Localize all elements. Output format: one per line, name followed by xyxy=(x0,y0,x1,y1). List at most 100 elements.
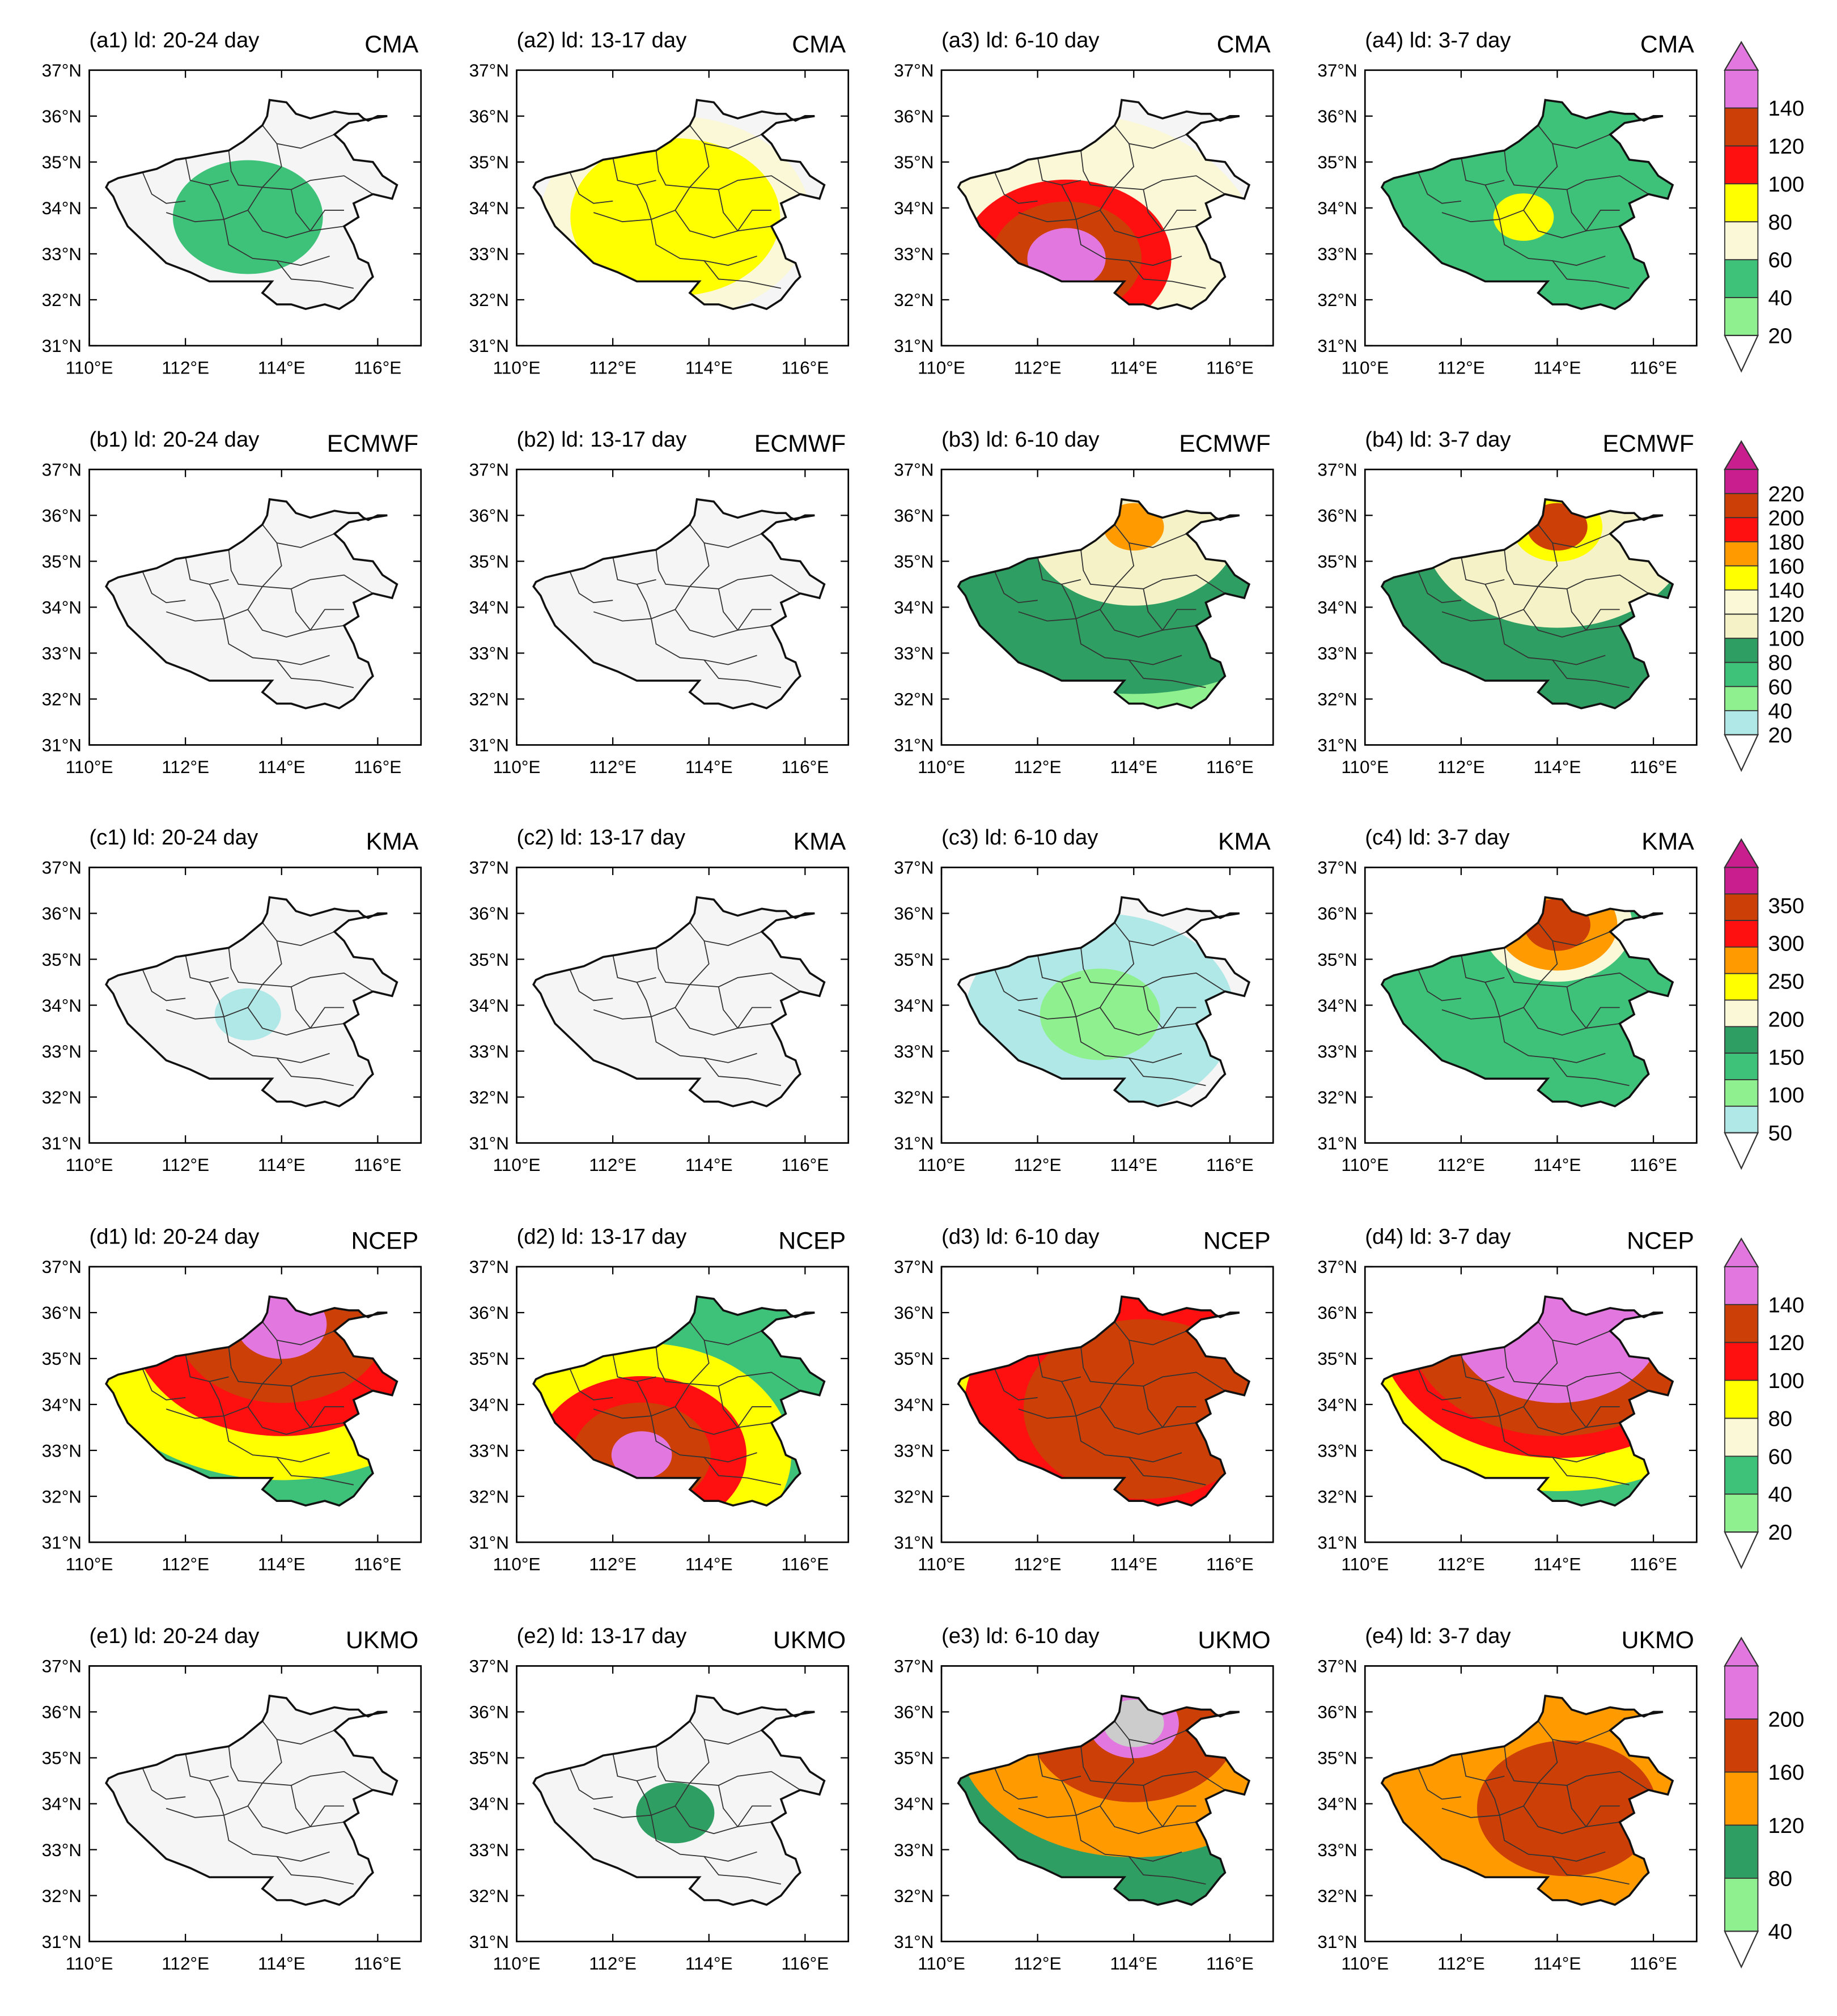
prefecture-boundary xyxy=(276,1457,354,1486)
lat-label: 33°N xyxy=(1317,1840,1357,1860)
prefecture-boundary xyxy=(1537,524,1611,548)
prefecture-boundary xyxy=(1461,954,1505,983)
lon-label: 114°E xyxy=(685,1554,733,1574)
lat-label: 34°N xyxy=(469,198,509,218)
prefecture-boundary xyxy=(737,1406,771,1428)
prefecture-boundary xyxy=(1523,1007,1620,1036)
model-label: CMA xyxy=(792,31,846,58)
map-panel: (d1) ld: 20-24 day NCEP 37°N 36°N 35°N 34°N 33… xyxy=(42,1224,422,1574)
prefecture-boundary xyxy=(737,609,771,631)
map-panel: (d2) ld: 13-17 day NCEP 37°N 36°N 35°N 34°N 33… xyxy=(469,1224,850,1574)
model-label: UKMO xyxy=(773,1627,846,1654)
lon-label: 112°E xyxy=(1014,757,1062,777)
prefecture-boundary xyxy=(1114,1721,1187,1745)
prefecture-boundary xyxy=(1128,1856,1206,1885)
colorbar-segment xyxy=(1724,1878,1759,1932)
prefecture-boundary xyxy=(223,1416,330,1463)
lon-label: 114°E xyxy=(1110,1953,1157,1973)
colorbar-segment xyxy=(1724,183,1759,223)
prefecture-boundary xyxy=(223,1815,330,1862)
model-label: UKMO xyxy=(1198,1627,1270,1654)
prefecture-boundary xyxy=(674,1007,772,1036)
lon-label: 112°E xyxy=(589,1155,637,1175)
colorbar-max-arrow xyxy=(1723,1237,1759,1268)
prefecture-boundary xyxy=(1552,1058,1630,1086)
prefecture-boundary xyxy=(262,1739,282,1784)
lat-label: 36°N xyxy=(469,1302,509,1323)
colorbar-label: 150 xyxy=(1768,1045,1804,1069)
prefecture-boundary xyxy=(1566,189,1586,231)
prefecture-boundary xyxy=(1537,1721,1611,1745)
lat-label: 31°N xyxy=(894,1532,934,1552)
prefecture-boundary xyxy=(1100,609,1197,638)
lat-label: 34°N xyxy=(1317,1794,1357,1814)
prefecture-boundary xyxy=(309,609,345,631)
province-outline xyxy=(1380,498,1674,710)
province-outline xyxy=(532,896,826,1107)
legends-layer: 1401201008060402022020018016014012010080… xyxy=(1723,41,1804,1969)
colorbar-max-arrow xyxy=(1723,440,1759,470)
colorbar-label: 40 xyxy=(1768,1483,1792,1507)
prefecture-boundary xyxy=(674,609,772,638)
colorbar-segment xyxy=(1724,686,1759,711)
prefecture-boundary xyxy=(1538,1739,1558,1784)
lat-label: 34°N xyxy=(1317,198,1357,218)
prefecture-boundary xyxy=(262,1771,374,1790)
prefecture-boundary xyxy=(185,557,229,585)
lat-label: 33°N xyxy=(42,244,82,264)
prefecture-boundary xyxy=(718,189,739,231)
lat-label: 31°N xyxy=(894,1133,934,1153)
prefecture-boundary xyxy=(1504,948,1538,985)
province-outline xyxy=(1380,1695,1674,1906)
colorbar-min-arrow xyxy=(1724,1531,1759,1569)
prefecture-boundary xyxy=(1484,1381,1500,1416)
model-label: UKMO xyxy=(1622,1627,1694,1654)
lat-label: 31°N xyxy=(894,1932,934,1952)
lon-label: 112°E xyxy=(1437,757,1485,777)
prefecture-boundary xyxy=(209,584,224,619)
prefecture-boundary xyxy=(276,659,354,689)
province-outline xyxy=(532,498,826,710)
prefecture-boundary xyxy=(718,986,739,1029)
prefecture-boundary xyxy=(185,1753,229,1781)
lat-label: 31°N xyxy=(469,735,509,756)
lat-label: 32°N xyxy=(469,1087,509,1107)
colorbar-label: 100 xyxy=(1768,172,1804,197)
province-outline xyxy=(957,498,1251,710)
map-panel: (a4) ld: 3-7 day CMA 37°N 36°N 35°N 34°N 33°N 3… xyxy=(1317,28,1698,377)
colorbar-segment xyxy=(1724,589,1759,615)
lat-label: 34°N xyxy=(42,597,82,618)
prefecture-boundary xyxy=(141,1767,186,1800)
province-outline xyxy=(957,1695,1251,1906)
prefecture-boundary xyxy=(1162,1406,1197,1428)
prefecture-boundary xyxy=(569,1767,613,1800)
prefecture-boundary xyxy=(1061,584,1077,619)
model-label: KMA xyxy=(366,828,419,855)
lat-label: 33°N xyxy=(894,643,934,664)
prefecture-boundary xyxy=(689,125,762,149)
prefecture-boundary xyxy=(718,588,739,631)
prefecture-boundary xyxy=(689,574,801,594)
colorbar-label: 80 xyxy=(1768,1407,1792,1431)
prefecture-boundary xyxy=(1538,972,1649,992)
model-label: KMA xyxy=(1641,828,1694,855)
prefecture-boundary xyxy=(1585,609,1620,631)
colorbar-segment xyxy=(1724,1380,1759,1419)
colorbar-label: 60 xyxy=(1768,675,1792,699)
colorbar-segment xyxy=(1724,973,1759,1001)
prefecture-boundary xyxy=(309,210,345,231)
panel-label: (d4) ld: 3-7 day xyxy=(1365,1224,1511,1249)
lat-label: 36°N xyxy=(894,106,934,126)
lon-label: 114°E xyxy=(1534,1953,1581,1973)
lat-label: 32°N xyxy=(894,290,934,310)
prefecture-boundary xyxy=(1585,1406,1620,1428)
colorbar-legend: 350 300 250 200 150 100 50 xyxy=(1723,838,1804,1170)
prefecture-boundary xyxy=(1417,1767,1462,1800)
lat-label: 37°N xyxy=(42,460,82,480)
colorbar-label: 160 xyxy=(1768,554,1804,579)
map-panel: (b4) ld: 3-7 day ECMWF 37°N 36°N 35°N 34°N 33°… xyxy=(1317,427,1698,777)
colorbar-label: 40 xyxy=(1768,699,1792,723)
lat-label: 35°N xyxy=(894,551,934,572)
lat-label: 34°N xyxy=(469,597,509,618)
colorbar-label: 200 xyxy=(1768,1007,1804,1032)
